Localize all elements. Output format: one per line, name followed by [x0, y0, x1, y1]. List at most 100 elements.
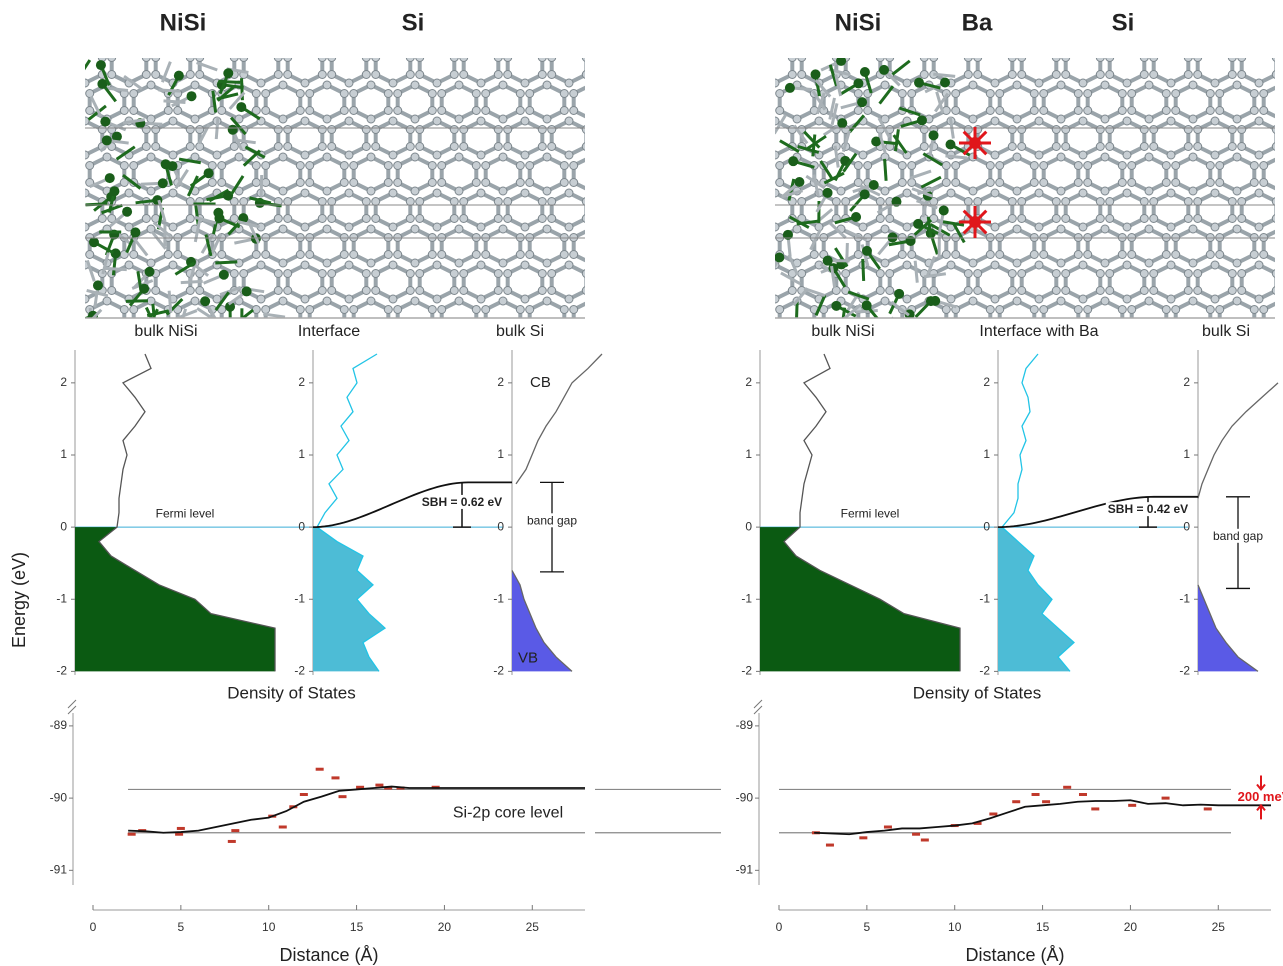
si-atom: [1238, 198, 1246, 206]
si-atom: [1079, 261, 1087, 269]
si-atom: [898, 179, 906, 187]
si-atom: [1189, 225, 1197, 233]
si-atom: [499, 225, 507, 233]
si-bond: [1044, 157, 1079, 191]
ba-atom: [969, 137, 981, 149]
si-atom: [903, 261, 911, 269]
si-atom: [631, 81, 639, 89]
si-atom: [974, 54, 982, 62]
si-atom: [252, 323, 260, 331]
si-atom: [1233, 81, 1241, 89]
si-atom: [991, 117, 999, 125]
si-atom: [1040, 179, 1048, 187]
si-atom: [521, 45, 529, 53]
band-gap-label: band gap: [527, 513, 577, 527]
si-atom: [1101, 115, 1109, 123]
si-atom: [903, 45, 911, 53]
axis-break: [68, 700, 76, 714]
si-atom: [1162, 323, 1170, 331]
si-atom: [609, 295, 617, 303]
si-atom: [438, 306, 446, 314]
ni-bond: [105, 268, 127, 269]
y-tick-label: -2: [979, 664, 990, 678]
si-bond: [1110, 121, 1145, 155]
si-atom: [560, 90, 568, 98]
si-atom: [252, 179, 260, 187]
si-atom: [450, 270, 458, 278]
ni-bond: [218, 82, 240, 83]
si-atom: [1172, 251, 1180, 259]
si-atom: [1101, 259, 1109, 267]
si-atom: [1040, 306, 1048, 314]
si-atom: [996, 162, 1004, 170]
si-atom: [1260, 90, 1268, 98]
si-atom: [886, 54, 894, 62]
si-bond: [552, 193, 587, 227]
structure-image: [64, 45, 657, 339]
si-atom: [1206, 179, 1214, 187]
si-atom: [543, 331, 551, 339]
si-bond: [956, 85, 991, 119]
si-atom: [323, 115, 331, 123]
y-tick-label: 1: [298, 447, 305, 461]
si-bond: [1154, 193, 1189, 227]
si-atom: [340, 306, 348, 314]
si-atom: [406, 198, 414, 206]
y-tick-label: 2: [60, 375, 67, 389]
si-bond: [420, 49, 455, 83]
si-atom: [257, 295, 265, 303]
si-atom: [460, 287, 468, 295]
si-atom: [120, 306, 128, 314]
si-atom: [1233, 187, 1241, 195]
si-atom: [208, 323, 216, 331]
si-atom: [582, 270, 590, 278]
si-atom: [548, 287, 556, 295]
si-atom: [1216, 107, 1224, 115]
si-atom: [499, 81, 507, 89]
si-atom: [416, 215, 424, 223]
si-atom: [1233, 259, 1241, 267]
si-bond: [1000, 157, 1035, 191]
si-atom: [362, 270, 370, 278]
si-atom: [1250, 306, 1258, 314]
si-atom: [876, 54, 884, 62]
si-atom: [416, 143, 424, 151]
y-tick-label: -2: [741, 664, 752, 678]
ni-atom: [204, 168, 214, 178]
si-atom: [186, 287, 194, 295]
si-atom: [1272, 287, 1280, 295]
si-atom: [1052, 143, 1060, 151]
si-atom: [147, 153, 155, 161]
si-atom: [394, 162, 402, 170]
si-bond: [310, 229, 345, 263]
si-atom: [306, 162, 314, 170]
ni-atom: [223, 68, 233, 78]
x-tick-label: 0: [90, 920, 97, 934]
si-atom: [86, 251, 94, 259]
si-atom: [521, 189, 529, 197]
x-tick-label: 10: [948, 920, 962, 934]
si-atom: [1238, 287, 1246, 295]
si-atom: [284, 198, 292, 206]
structure-label: NiSi: [160, 9, 207, 36]
si-atom: [279, 153, 287, 161]
si-atom: [516, 162, 524, 170]
si-atom: [274, 287, 282, 295]
si-bond: [1154, 265, 1189, 299]
si-atom: [350, 90, 358, 98]
vb-label: VB: [518, 649, 538, 666]
si-atom: [279, 81, 287, 89]
si-atom: [609, 117, 617, 125]
si-atom: [521, 117, 529, 125]
si-atom: [626, 215, 634, 223]
si-atom: [1250, 107, 1258, 115]
si-atom: [504, 215, 512, 223]
si-atom: [548, 215, 556, 223]
si-atom: [942, 162, 950, 170]
fermi-label: Fermi level: [156, 506, 215, 520]
si-atom: [433, 117, 441, 125]
si-atom: [614, 179, 622, 187]
si-atom: [318, 270, 326, 278]
si-atom: [218, 107, 226, 115]
si-bond: [1066, 265, 1101, 299]
